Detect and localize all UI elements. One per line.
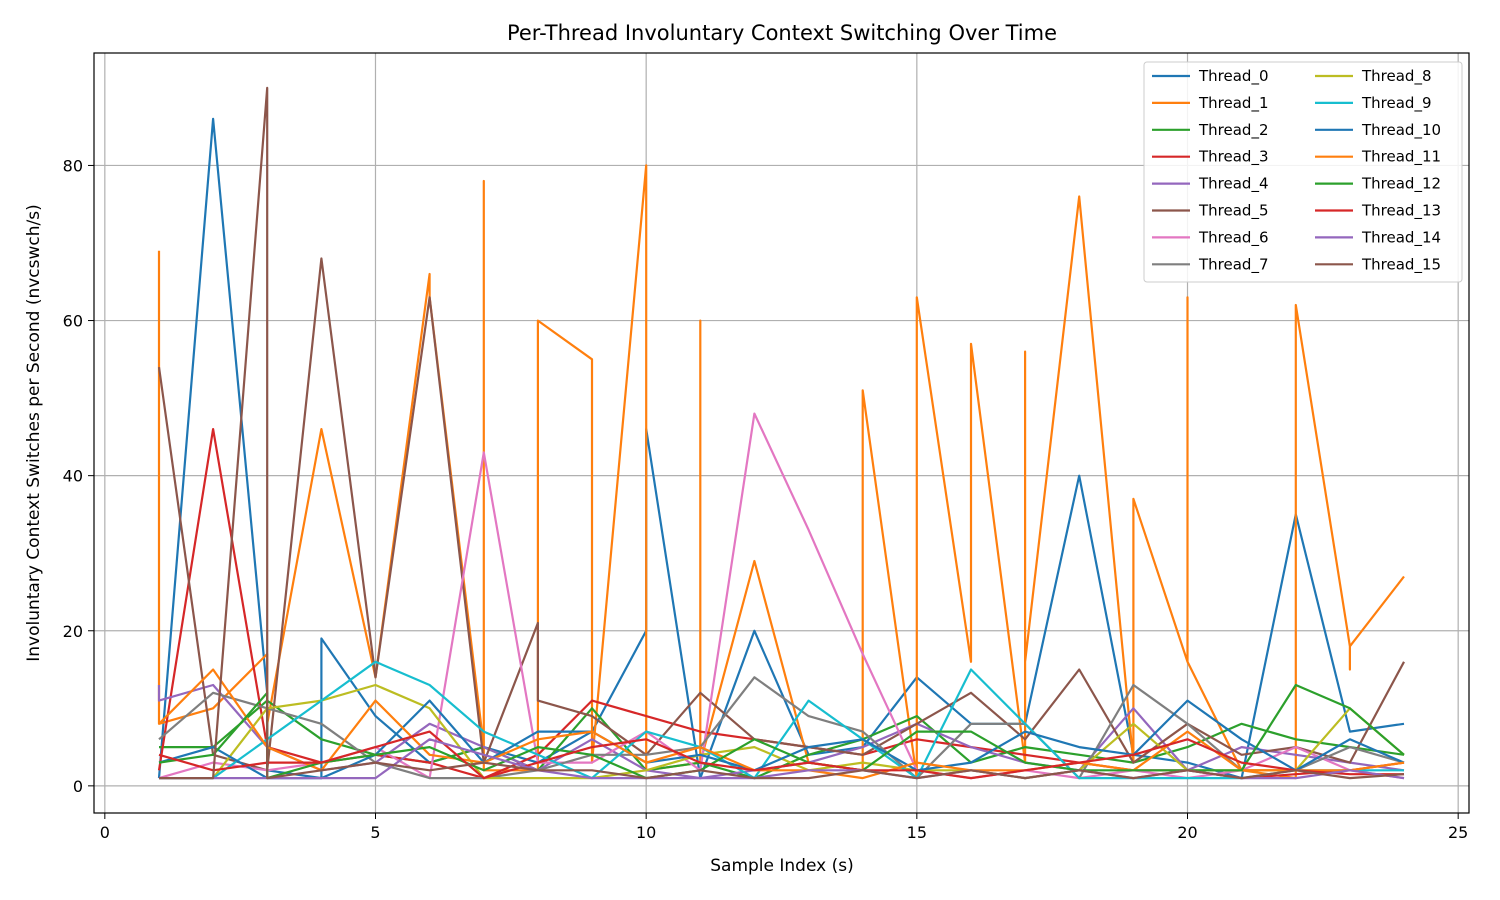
series-lines	[157, 86, 1405, 780]
y-tick-label: 40	[63, 467, 83, 486]
legend-label: Thread_13	[1361, 202, 1441, 221]
chart-title: Per-Thread Involuntary Context Switching…	[507, 21, 1057, 45]
y-tick-label: 0	[73, 777, 83, 796]
plot-frame	[93, 52, 1470, 814]
y-tick-label: 20	[63, 622, 83, 641]
legend-label: Thread_15	[1361, 255, 1441, 274]
series-line-thread-13	[158, 730, 1404, 780]
legend-label: Thread_11	[1361, 148, 1441, 167]
legend-label: Thread_8	[1361, 67, 1432, 86]
x-tick-label: 25	[1448, 823, 1468, 842]
legend-label: Thread_5	[1198, 202, 1269, 221]
axis-ticks: 0 5 10 15 20 25 0 20 40 60 80	[63, 156, 1469, 842]
x-tick-label: 20	[1177, 823, 1197, 842]
series-line-thread-10	[158, 699, 1405, 780]
x-tick-label: 0	[100, 823, 110, 842]
x-tick-label: 15	[907, 823, 927, 842]
legend-label: Thread_7	[1198, 255, 1269, 274]
legend-label: Thread_9	[1361, 94, 1432, 113]
legend-label: Thread_10	[1361, 121, 1441, 140]
legend: Thread_0 Thread_1 Thread_2 Thread_3 Thread_4…	[1143, 61, 1463, 283]
series-line-thread-1	[157, 164, 1405, 780]
legend-label: Thread_3	[1198, 148, 1269, 167]
x-axis-label: Sample Index (s)	[710, 856, 853, 876]
legend-label: Thread_14	[1361, 228, 1441, 247]
y-tick-label: 80	[63, 156, 83, 175]
legend-label: Thread_6	[1198, 228, 1269, 247]
y-axis-label: Involuntary Context Switches per Second …	[24, 204, 44, 662]
y-tick-label: 60	[63, 312, 83, 331]
legend-label: Thread_4	[1198, 175, 1269, 194]
series-line-thread-15	[159, 86, 1405, 780]
x-tick-label: 10	[636, 823, 656, 842]
legend-label: Thread_0	[1198, 67, 1269, 86]
legend-label: Thread_12	[1361, 175, 1441, 194]
series-line-thread-9	[159, 660, 1404, 780]
legend-label: Thread_1	[1198, 94, 1269, 113]
series-line-thread-11	[158, 668, 1405, 780]
legend-label: Thread_2	[1198, 121, 1269, 140]
legend-box	[1143, 61, 1463, 283]
x-tick-label: 5	[370, 823, 380, 842]
